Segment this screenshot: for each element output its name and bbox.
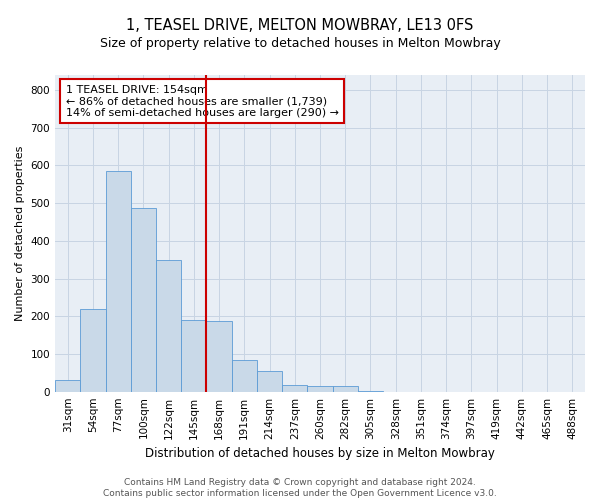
Bar (358, 390, 383, 392)
Text: Size of property relative to detached houses in Melton Mowbray: Size of property relative to detached ho… (100, 38, 500, 51)
Bar (257, 371, 282, 392)
Bar (307, 386, 332, 392)
Bar (131, 208, 156, 392)
Bar (55, 380, 80, 392)
Y-axis label: Number of detached properties: Number of detached properties (15, 146, 25, 321)
Bar (80, 310, 106, 392)
Bar (282, 385, 307, 392)
Bar (181, 320, 206, 392)
Bar (332, 386, 358, 392)
Text: 1, TEASEL DRIVE, MELTON MOWBRAY, LE13 0FS: 1, TEASEL DRIVE, MELTON MOWBRAY, LE13 0F… (127, 18, 473, 32)
X-axis label: Distribution of detached houses by size in Melton Mowbray: Distribution of detached houses by size … (145, 447, 495, 460)
Bar (106, 171, 131, 392)
Text: 1 TEASEL DRIVE: 154sqm
← 86% of detached houses are smaller (1,739)
14% of semi-: 1 TEASEL DRIVE: 154sqm ← 86% of detached… (65, 84, 338, 117)
Bar (156, 260, 181, 392)
Text: Contains HM Land Registry data © Crown copyright and database right 2024.
Contai: Contains HM Land Registry data © Crown c… (103, 478, 497, 498)
Bar (206, 321, 232, 392)
Bar (232, 360, 257, 392)
